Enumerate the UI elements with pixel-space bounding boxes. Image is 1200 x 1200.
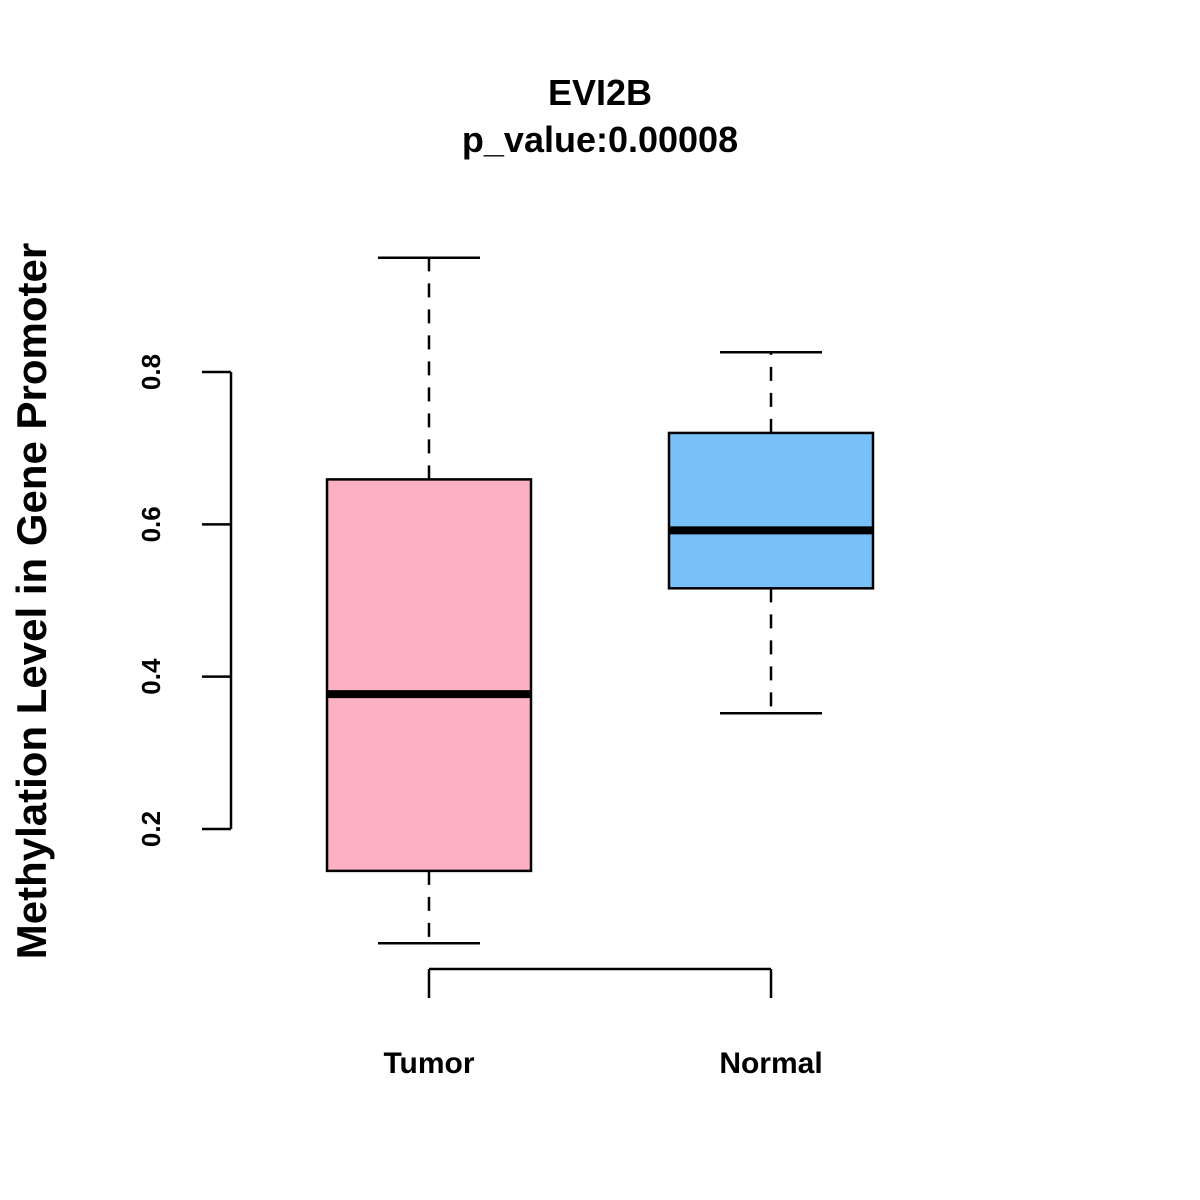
chart-subtitle: p_value:0.00008: [462, 119, 738, 160]
chart-title: EVI2B: [548, 72, 652, 113]
y-axis: 0.2 0.4 0.6 0.8: [136, 354, 233, 847]
y-tick-label: 0.2: [136, 811, 166, 847]
y-tick-label: 0.4: [136, 658, 166, 695]
x-axis: Tumor Normal: [383, 967, 823, 1080]
y-tick-label: 0.6: [136, 506, 166, 542]
box-tumor: [325, 256, 533, 945]
x-tick-label-normal: Normal: [719, 1047, 822, 1080]
iqr-box: [667, 431, 875, 590]
y-tick-label: 0.8: [136, 354, 166, 390]
boxes: [325, 256, 875, 945]
box-normal: [667, 350, 875, 715]
iqr-box: [325, 478, 533, 873]
x-tick-label-tumor: Tumor: [383, 1047, 474, 1080]
y-axis-label: Methylation Level in Gene Promoter: [8, 243, 55, 959]
